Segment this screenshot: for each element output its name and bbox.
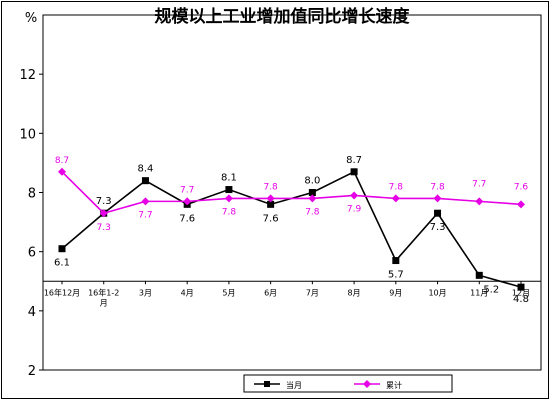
data-point bbox=[141, 197, 150, 206]
data-label: 7.7 bbox=[180, 185, 194, 195]
series-line-1 bbox=[61, 170, 522, 288]
data-point bbox=[267, 200, 275, 208]
data-point bbox=[433, 194, 442, 203]
data-label: 5.7 bbox=[388, 270, 404, 281]
y-tick-label: 12 bbox=[19, 68, 36, 83]
data-point bbox=[141, 177, 149, 185]
data-label: 8.1 bbox=[221, 173, 237, 184]
data-point bbox=[350, 191, 359, 200]
data-label: 7.7 bbox=[472, 179, 486, 189]
plot-border bbox=[42, 14, 542, 371]
legend-marker bbox=[264, 381, 270, 387]
x-tick-label: 12月 bbox=[512, 288, 530, 297]
legend-label: 累计 bbox=[386, 380, 402, 390]
data-label: 7.8 bbox=[263, 182, 278, 192]
data-label: 7.8 bbox=[430, 182, 445, 192]
data-label: 6.1 bbox=[54, 258, 70, 269]
x-tick-label: 11月 bbox=[470, 288, 488, 297]
data-label: 7.6 bbox=[179, 213, 195, 224]
data-label: 8.7 bbox=[55, 156, 69, 166]
x-tick-label: 8月 bbox=[348, 288, 361, 297]
data-point bbox=[99, 209, 108, 218]
y-tick-label: 8 bbox=[28, 187, 36, 202]
legend-marker bbox=[363, 380, 371, 388]
x-tick-label: 9月 bbox=[389, 288, 402, 297]
data-label: 8.7 bbox=[346, 155, 362, 166]
data-label: 7.8 bbox=[389, 182, 404, 192]
data-point bbox=[308, 194, 317, 203]
data-point bbox=[58, 245, 66, 253]
data-point bbox=[434, 209, 442, 217]
y-tick-label: 2 bbox=[28, 364, 36, 379]
x-tick-label: 16年12月 bbox=[44, 287, 80, 297]
data-point bbox=[58, 167, 66, 176]
data-point bbox=[224, 194, 233, 203]
data-point bbox=[475, 197, 484, 206]
chart-title: 规模以上工业增加值同比增长速度 bbox=[155, 6, 411, 27]
x-tick-label: 4月 bbox=[181, 288, 194, 297]
legend: 当月 累计 bbox=[243, 374, 453, 393]
data-point bbox=[308, 189, 316, 196]
x-tick-label: 3月 bbox=[139, 288, 152, 297]
data-label: 8.4 bbox=[138, 164, 154, 175]
data-point bbox=[266, 194, 275, 203]
data-point bbox=[350, 168, 358, 176]
y-tick-label: 4 bbox=[28, 305, 36, 320]
y-tick-label: 10 bbox=[19, 127, 36, 142]
data-label: 7.6 bbox=[263, 213, 279, 224]
data-label: 7.8 bbox=[222, 207, 237, 217]
data-label: 5.2 bbox=[483, 284, 499, 295]
plot-area: 2 4 6 8 10 12 16年12月 16年1-2 月 3月 4月 5月 6月 7月 8月 9月 10月 11… bbox=[19, 14, 542, 379]
data-point bbox=[392, 257, 400, 265]
data-point bbox=[391, 194, 400, 203]
data-label: 7.3 bbox=[430, 222, 446, 233]
data-label: 7.9 bbox=[347, 204, 362, 214]
legend-label: 当月 bbox=[286, 380, 302, 390]
data-point bbox=[225, 186, 233, 194]
x-tick-label: 16年1-2 月 bbox=[88, 287, 119, 307]
data-label: 7.3 bbox=[97, 223, 111, 233]
x-tick-label: 6月 bbox=[264, 288, 277, 297]
x-tick-label: 7月 bbox=[306, 288, 319, 297]
data-label: 7.7 bbox=[138, 210, 152, 220]
y-tick-label: 6 bbox=[28, 246, 36, 261]
y-axis-unit: % bbox=[25, 11, 37, 26]
series-line-2 bbox=[61, 171, 522, 215]
data-point bbox=[475, 271, 483, 279]
data-label: 7.6 bbox=[514, 182, 529, 192]
x-tick-label: 10月 bbox=[428, 288, 446, 297]
data-point bbox=[183, 197, 192, 206]
data-point bbox=[517, 283, 525, 291]
data-label: 7.3 bbox=[96, 196, 112, 207]
legend-box bbox=[243, 374, 453, 393]
data-label: 4.8 bbox=[513, 294, 529, 305]
data-label: 7.8 bbox=[305, 207, 320, 217]
x-tick-label: 5月 bbox=[222, 288, 235, 297]
data-point bbox=[517, 200, 525, 209]
data-label: 8.0 bbox=[304, 176, 320, 187]
